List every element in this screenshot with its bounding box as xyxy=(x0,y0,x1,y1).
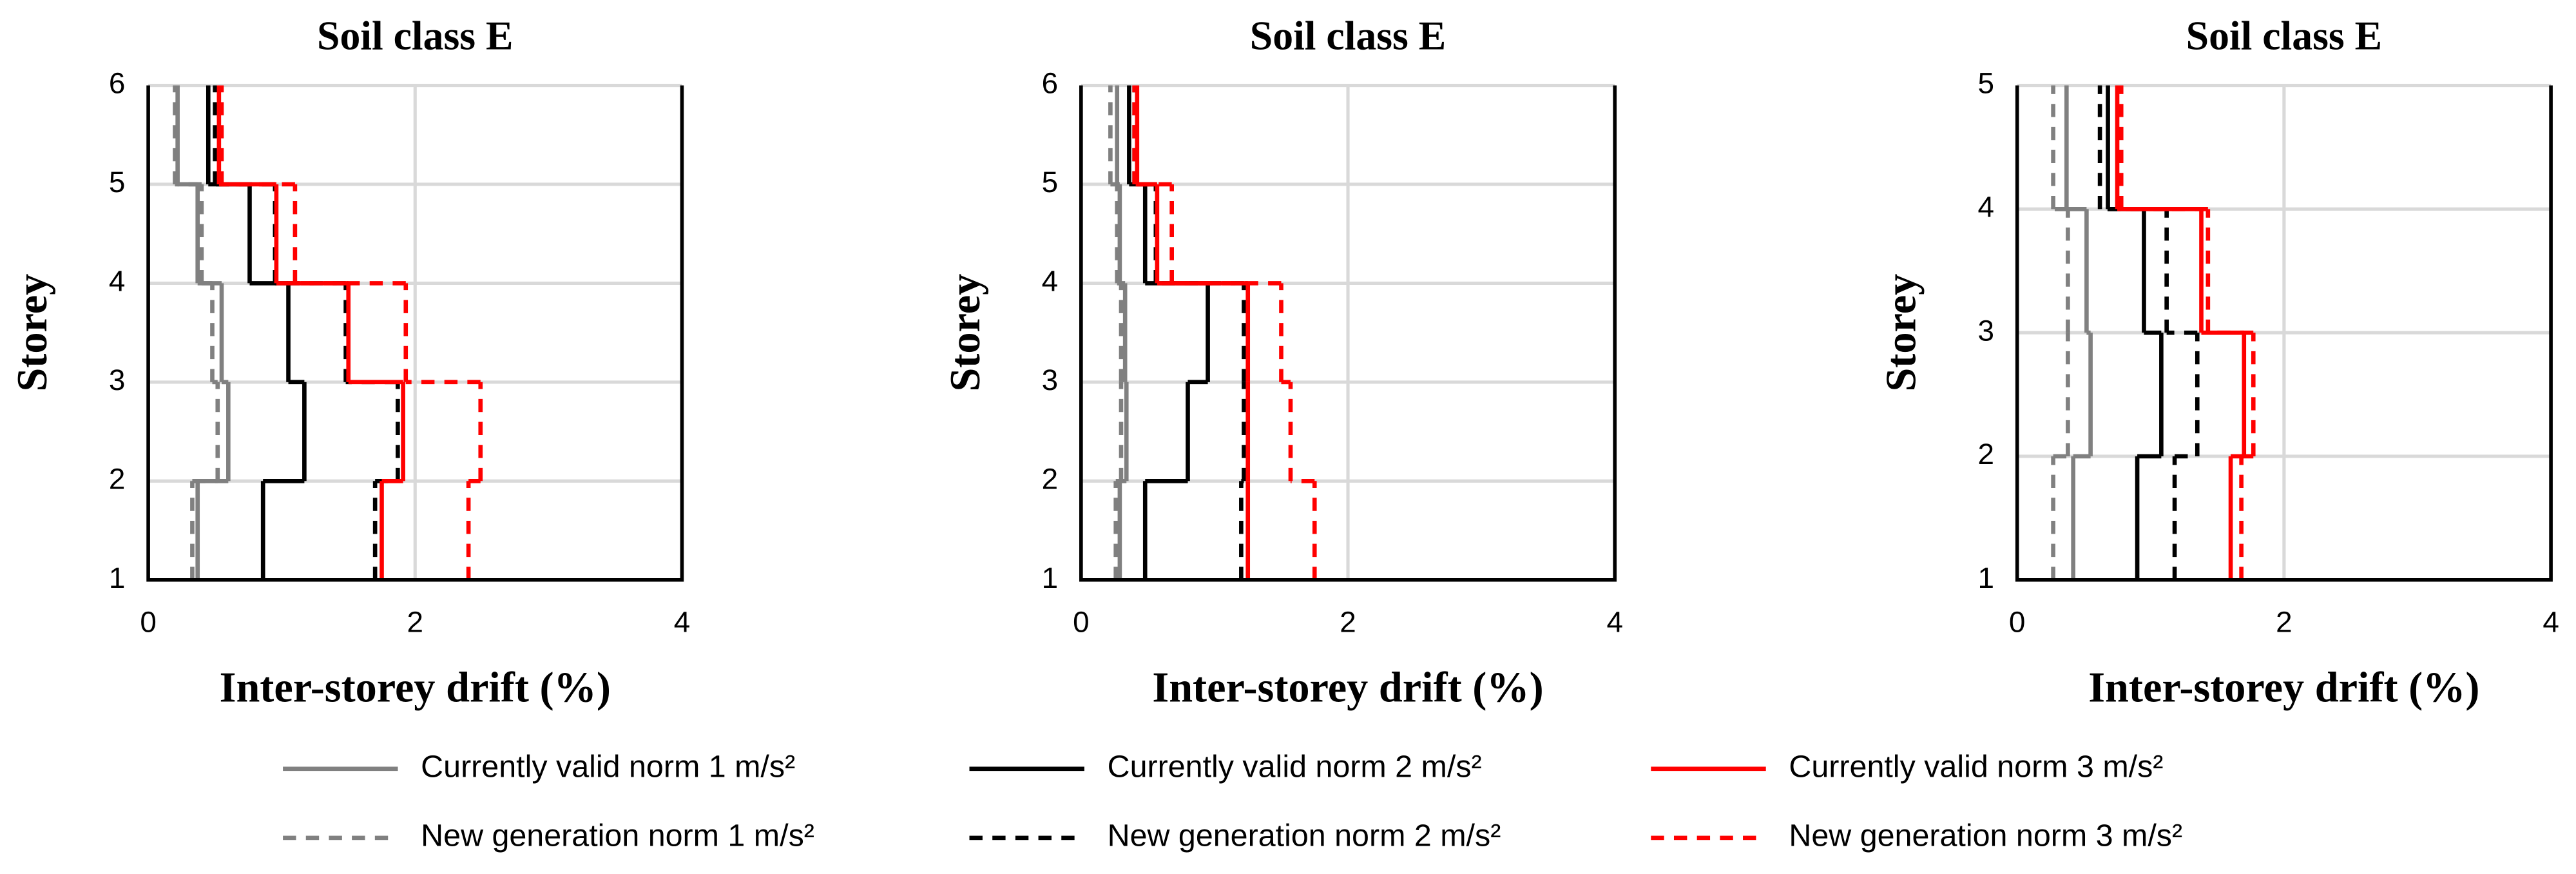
y-axis-label: Storey xyxy=(9,274,56,392)
x-tick-label: 2 xyxy=(2276,605,2292,639)
legend-label: Currently valid norm 3 m/s² xyxy=(1789,750,2163,784)
y-tick-label: 4 xyxy=(1042,264,1059,298)
y-tick-label: 4 xyxy=(109,264,126,298)
legend-label: New generation norm 2 m/s² xyxy=(1108,819,1501,853)
x-axis-label: Inter-storey drift (%) xyxy=(2088,664,2479,711)
y-tick-label: 3 xyxy=(109,363,126,396)
y-tick-label: 1 xyxy=(109,561,126,594)
y-tick-label: 2 xyxy=(109,461,126,495)
x-tick-label: 2 xyxy=(407,605,424,639)
plot-frame xyxy=(1079,85,1617,582)
y-tick-label: 1 xyxy=(1977,561,1994,594)
legend-label: Currently valid norm 2 m/s² xyxy=(1108,750,1482,784)
chart-title: Soil class E xyxy=(1250,12,1447,58)
chart-title: Soil class E xyxy=(2186,12,2383,58)
y-tick-label: 5 xyxy=(109,165,126,199)
chart-title: Soil class E xyxy=(317,12,514,58)
x-tick-label: 4 xyxy=(2542,605,2559,639)
x-tick-label: 0 xyxy=(140,605,157,639)
legend-label: New generation norm 1 m/s² xyxy=(421,819,814,853)
x-tick-label: 4 xyxy=(674,605,691,639)
plot-frame xyxy=(146,85,684,582)
y-axis-label: Storey xyxy=(942,274,989,392)
y-tick-label: 3 xyxy=(1977,313,1994,347)
x-tick-label: 2 xyxy=(1340,605,1356,639)
x-tick-label: 4 xyxy=(1606,605,1623,639)
y-tick-label: 2 xyxy=(1042,461,1059,495)
plot-frame xyxy=(2015,85,2553,582)
x-axis-label: Inter-storey drift (%) xyxy=(220,664,611,711)
x-tick-label: 0 xyxy=(1073,605,1090,639)
y-tick-label: 4 xyxy=(1977,189,1994,223)
y-tick-label: 5 xyxy=(1042,165,1059,199)
y-tick-label: 2 xyxy=(1977,437,1994,471)
legend-label: New generation norm 3 m/s² xyxy=(1789,819,2182,853)
y-tick-label: 5 xyxy=(1977,66,1994,100)
legend-label: Currently valid norm 1 m/s² xyxy=(421,750,795,784)
x-axis-label: Inter-storey drift (%) xyxy=(1152,664,1543,711)
y-tick-label: 6 xyxy=(1042,66,1059,100)
x-tick-label: 0 xyxy=(2009,605,2026,639)
y-axis-label: Storey xyxy=(1878,274,1925,392)
y-tick-label: 6 xyxy=(109,66,126,100)
y-tick-label: 1 xyxy=(1042,561,1059,594)
y-tick-label: 3 xyxy=(1042,363,1059,396)
